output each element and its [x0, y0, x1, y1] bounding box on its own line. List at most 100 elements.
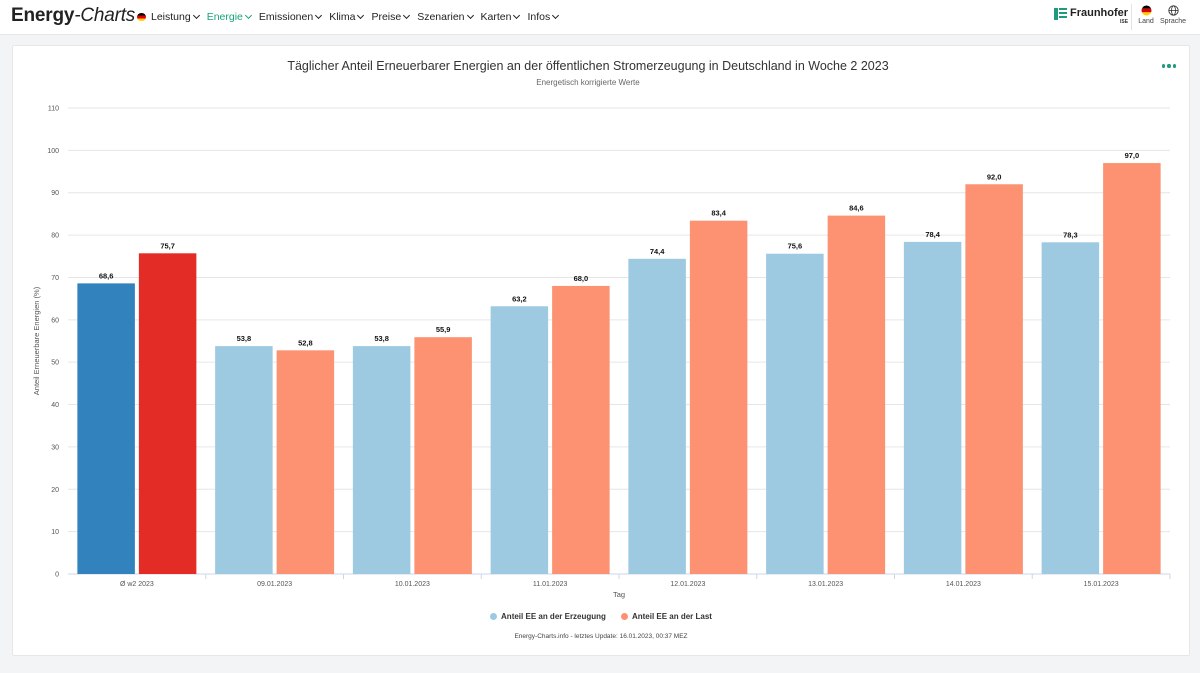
- bar: [827, 215, 886, 574]
- menu-item-label: Klima: [329, 11, 356, 23]
- data-label: 83,4: [711, 209, 726, 218]
- menu-item-leistung[interactable]: Leistung: [151, 10, 200, 24]
- language-button[interactable]: Sprache: [1159, 5, 1187, 25]
- data-label: 53,8: [237, 334, 252, 343]
- bar: [414, 337, 472, 574]
- menu-item-label: Energie: [206, 11, 243, 23]
- partner-name: Fraunhofer: [1070, 7, 1129, 19]
- menu-item-karten[interactable]: Karten: [480, 10, 521, 24]
- data-label: 68,6: [99, 271, 114, 280]
- x-tick-label: Ø w2 2023: [120, 581, 154, 588]
- menu-item-infos[interactable]: Infos: [527, 10, 560, 24]
- chevron-down-icon: [466, 11, 474, 20]
- bar: [1103, 163, 1161, 574]
- data-label: 68,0: [574, 274, 589, 283]
- data-label: 52,8: [298, 338, 313, 347]
- chevron-down-icon: [403, 11, 411, 20]
- data-label: 78,3: [1063, 230, 1078, 239]
- chart-menu-icon[interactable]: [1162, 64, 1176, 70]
- y-tick-label: 0: [55, 572, 59, 579]
- chevron-down-icon: [315, 11, 323, 20]
- y-tick-label: 60: [51, 317, 59, 324]
- globe-icon: [1167, 5, 1179, 16]
- chart-credits: Energy-Charts.info - letztes Update: 16.…: [514, 633, 688, 640]
- main-menu: Leistung Energie Emissionen Klima Preise…: [151, 10, 566, 24]
- y-tick-label: 30: [51, 444, 59, 451]
- bar: [766, 253, 824, 575]
- data-label: 84,6: [849, 204, 864, 213]
- header-divider: [1131, 4, 1132, 30]
- legend-item-erzeugung[interactable]: Anteil EE an der Erzeugung: [490, 612, 606, 621]
- chart-title: Täglicher Anteil Erneuerbarer Energien a…: [287, 59, 889, 73]
- language-label: Sprache: [1159, 18, 1187, 25]
- menu-item-label: Infos: [527, 11, 551, 23]
- chart-card: Täglicher Anteil Erneuerbarer Energien a…: [12, 45, 1190, 656]
- bar: [352, 346, 411, 574]
- bar: [490, 306, 549, 574]
- partner-sub: ISE: [1120, 19, 1129, 25]
- bar: [903, 241, 962, 575]
- data-label: 74,4: [650, 247, 665, 256]
- brand-name-italic: -Charts: [74, 5, 136, 26]
- fraunhofer-logo[interactable]: Fraunhofer ISE: [1054, 7, 1128, 27]
- data-label: 78,4: [925, 230, 940, 239]
- y-tick-label: 90: [51, 190, 59, 197]
- data-label: 75,7: [160, 241, 175, 250]
- legend-label: Anteil EE an der Erzeugung: [501, 612, 606, 621]
- fraunhofer-mark-icon: [1054, 8, 1067, 20]
- data-label: 92,0: [987, 172, 1002, 181]
- brand-name-bold: Energy: [11, 5, 75, 26]
- country-button[interactable]: Land: [1132, 5, 1160, 25]
- x-tick-label: 11.01.2023: [533, 581, 568, 588]
- menu-item-emissionen[interactable]: Emissionen: [258, 10, 323, 24]
- y-tick-label: 10: [51, 529, 59, 536]
- legend-marker: [490, 613, 498, 620]
- german-flag-icon: [137, 13, 147, 21]
- chevron-down-icon: [513, 11, 521, 20]
- chart-subtitle: Energetisch korrigierte Werte: [536, 78, 640, 87]
- bar: [138, 253, 197, 575]
- top-navigation-bar: Energy-Charts Leistung Energie Emissione…: [0, 0, 1200, 35]
- chart-legend: Anteil EE an der Erzeugung Anteil EE an …: [13, 612, 1189, 621]
- legend-item-last[interactable]: Anteil EE an der Last: [620, 612, 712, 621]
- y-tick-label: 110: [48, 106, 59, 113]
- bar: [689, 220, 748, 575]
- bar: [1041, 242, 1100, 574]
- y-tick-label: 70: [51, 275, 59, 282]
- data-label: 53,8: [374, 334, 389, 343]
- menu-item-label: Leistung: [151, 11, 191, 23]
- menu-item-preise[interactable]: Preise: [371, 10, 411, 24]
- data-label: 55,9: [436, 325, 451, 334]
- legend-marker: [620, 613, 628, 620]
- data-label: 75,6: [788, 242, 803, 251]
- menu-item-szenarien[interactable]: Szenarien: [417, 10, 474, 24]
- y-tick-label: 40: [51, 402, 59, 409]
- menu-item-label: Emissionen: [258, 11, 314, 23]
- x-axis-label: Tag: [613, 590, 625, 599]
- chevron-down-icon: [552, 11, 560, 20]
- energy-charts-logo[interactable]: Energy-Charts: [11, 5, 147, 29]
- x-tick-label: 09.01.2023: [257, 581, 292, 588]
- data-label: 63,2: [512, 294, 527, 303]
- chevron-down-icon: [192, 11, 200, 20]
- x-tick-label: 14.01.2023: [946, 581, 981, 588]
- menu-item-klima[interactable]: Klima: [329, 10, 365, 24]
- data-label: 97,0: [1125, 151, 1140, 160]
- menu-item-energie[interactable]: Energie: [206, 10, 252, 24]
- bar: [552, 285, 610, 574]
- bar: [276, 350, 335, 574]
- menu-item-label: Preise: [371, 11, 402, 23]
- menu-item-label: Szenarien: [417, 11, 465, 23]
- chevron-down-icon: [244, 11, 252, 20]
- y-tick-label: 50: [51, 360, 59, 367]
- bar-chart: 0 10 20 30 40 50 60 70 80 90 100 110 Anteil Erneuerb…: [32, 106, 1171, 599]
- legend-label: Anteil EE an der Last: [631, 612, 712, 621]
- y-tick-label: 100: [47, 148, 59, 155]
- x-tick-label: 15.01.2023: [1084, 581, 1119, 588]
- menu-item-label: Karten: [480, 11, 512, 23]
- german-flag-icon: [1141, 5, 1151, 16]
- country-label: Land: [1138, 18, 1154, 25]
- bar: [628, 258, 686, 574]
- chevron-down-icon: [357, 11, 365, 20]
- y-tick-label: 20: [51, 487, 59, 494]
